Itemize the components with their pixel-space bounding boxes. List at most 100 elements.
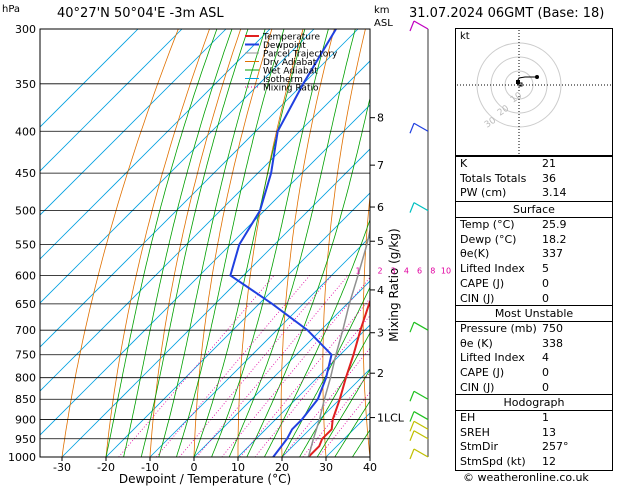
km-label: km: [374, 5, 390, 16]
wind-barb-flag: [409, 430, 415, 441]
index-label: Totals Totals: [460, 171, 527, 185]
hodograph-stats-title: Hodograph: [456, 395, 612, 411]
km-tick-label: 3: [377, 327, 384, 340]
hpa-label: hPa: [2, 4, 21, 15]
surface-label: CIN (J): [460, 291, 495, 305]
isotherm-line: [281, 368, 370, 457]
mu-value: 338: [542, 336, 563, 350]
km-tick-label: 7: [377, 159, 384, 172]
wind-barb-flag: [409, 20, 415, 32]
wind-barb-flag: [409, 321, 415, 333]
wind-barb: [409, 448, 429, 460]
mixing-ratio-label: 2: [377, 266, 382, 275]
legend-entry: Temperature: [262, 33, 320, 43]
surface-label: Lifted Index: [460, 262, 525, 276]
x-tick-label: 20: [275, 461, 289, 474]
wind-barb-flag: [409, 202, 415, 213]
mixing-ratio-label: 6: [417, 266, 422, 275]
surface-value: 5: [542, 262, 549, 276]
pressure-tick-label: 400: [15, 125, 36, 138]
isotherm-line: [40, 29, 227, 216]
hodo-stat-value: 12: [542, 455, 556, 469]
mixing-ratio-line: [118, 275, 275, 457]
wind-barb: [409, 430, 429, 441]
index-label: K: [460, 157, 468, 170]
mu-row: CIN (J) 0: [456, 381, 612, 396]
mu-value: 750: [542, 322, 563, 335]
surface-label: Dewp (°C): [460, 232, 517, 246]
isotherm-line: [61, 148, 370, 457]
mixing-ratio-label: 4: [404, 266, 409, 275]
legend-entry: Dewpoint: [263, 41, 306, 51]
series-temperature: [307, 298, 370, 457]
mixing-ratio-line: [155, 275, 311, 457]
pressure-tick-label: 550: [15, 238, 36, 251]
surface-value: 0: [542, 276, 549, 290]
surface-row: Temp (°C) 25.9: [456, 218, 612, 233]
hodo-stat-label: EH: [460, 411, 476, 424]
mu-value: 0: [542, 366, 549, 380]
legend-entry: Dry Adiabat: [263, 58, 317, 68]
wind-barb-shaft: [413, 420, 429, 430]
dry-adiabat-line: [402, 29, 428, 457]
isotherm-line: [40, 104, 370, 436]
mu-label: θe (K): [460, 336, 493, 350]
pressure-tick-label: 650: [15, 298, 36, 311]
index-row: PW (cm) 3.14: [456, 186, 612, 201]
dry-adiabat-line: [105, 29, 210, 457]
wind-barb-flag: [409, 448, 415, 460]
km-tick-label: 8: [377, 112, 384, 125]
mu-row: Lifted Index 4: [456, 351, 612, 366]
pressure-tick-label: 350: [15, 78, 36, 91]
hodograph-stats-panel: Hodograph EH 1 SREH 13 StmDir 257° StmSpd (kt)…: [455, 394, 613, 471]
pressure-tick-label: 750: [15, 349, 36, 362]
index-value: 21: [542, 157, 556, 170]
surface-row: θe(K) 337: [456, 247, 612, 262]
surface-title: Surface: [456, 202, 612, 218]
mu-row: Pressure (mb) 750: [456, 322, 612, 337]
surface-row: CIN (J) 0: [456, 292, 612, 307]
hodo-stat-row: StmSpd (kt) 12: [456, 455, 612, 470]
mu-row: CAPE (J) 0: [456, 366, 612, 381]
surface-row: Dewp (°C) 18.2: [456, 233, 612, 248]
mixing-ratio-line: [196, 275, 349, 457]
footer-credit: © weatheronline.co.uk: [463, 471, 589, 484]
wind-barb: [409, 321, 429, 333]
x-tick-label: 10: [231, 461, 245, 474]
legend-entry: Wet Adiabat: [263, 67, 318, 77]
pressure-tick-label: 700: [15, 324, 36, 337]
location-title: 40°27'N 50°04'E -3m ASL: [57, 6, 224, 21]
dry-adiabat-line: [614, 29, 629, 457]
wet-adiabat-line: [316, 368, 370, 457]
mu-label: Pressure (mb): [460, 322, 537, 335]
series-parcel-trajectory: [307, 227, 370, 457]
surface-value: 25.9: [542, 218, 567, 231]
mixing-ratio-label: 10: [441, 266, 451, 275]
mixing-ratio-label: 3: [391, 266, 396, 275]
km-tick-label: 2: [377, 367, 384, 380]
mu-value: 4: [542, 351, 549, 365]
wind-barb-shaft: [413, 448, 429, 458]
pressure-tick-label: 850: [15, 393, 36, 406]
wind-barb: [409, 390, 429, 402]
isotherm-line: [237, 324, 370, 457]
wet-adiabat-line: [299, 332, 370, 457]
series-dewpoint: [229, 29, 337, 457]
x-axis-label: Dewpoint / Temperature (°C): [119, 472, 291, 486]
mixing-ratio-axis-label: Mixing Ratio (g/kg): [387, 228, 401, 341]
wet-adiabat-line: [334, 400, 370, 457]
pressure-tick-label: 300: [15, 23, 36, 36]
hodograph: kt 10 20 30: [455, 28, 613, 156]
index-row: Totals Totals 36: [456, 172, 612, 187]
x-tick-label: -30: [53, 461, 71, 474]
surface-row: CAPE (J) 0: [456, 277, 612, 292]
wind-barb-shaft: [413, 390, 429, 400]
legend-entry: Mixing Ratio: [263, 84, 319, 94]
isotherm-line: [40, 29, 183, 172]
wind-barb: [409, 420, 429, 432]
surface-row: Lifted Index 5: [456, 262, 612, 277]
mu-label: CAPE (J): [460, 366, 505, 380]
wind-barb: [409, 122, 429, 134]
isotherm-line: [193, 280, 370, 457]
